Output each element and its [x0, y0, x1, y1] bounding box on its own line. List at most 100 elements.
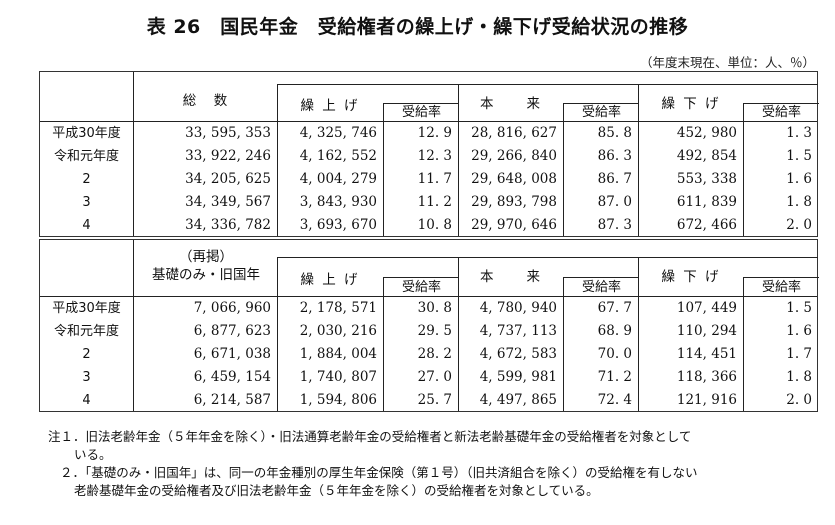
early-rate-value: 11. 7: [417, 171, 452, 187]
early-rate-value: 25. 7: [417, 392, 452, 408]
header-normal: 本 来: [480, 96, 542, 112]
deferred-rate-value: 1. 6: [786, 323, 812, 339]
header-normal-rate: 受給率: [563, 277, 639, 297]
total-value: 33, 922, 246: [185, 148, 271, 164]
footnote-1: 注１．旧法老齢年金（５年年金を除く）・旧法通算老齢年金の受給権者と新法老齢基礎年…: [48, 428, 828, 464]
total-value: 6, 459, 154: [193, 369, 271, 385]
deferred-value: 121, 916: [676, 392, 737, 408]
normal-rate-value: 68. 9: [597, 323, 632, 339]
early-value: 4, 325, 746: [299, 125, 377, 141]
deferred-value: 110, 294: [676, 323, 737, 339]
year-label: 平成30年度: [52, 126, 121, 141]
table-row: 平成30年度 7, 066, 960 2, 178, 571 30. 8 4, …: [40, 297, 817, 320]
header-deferred-rate: 受給率: [743, 277, 819, 297]
early-value: 1, 594, 806: [299, 392, 377, 408]
deferred-rate-value: 1. 5: [786, 148, 812, 164]
table-row: 令和元年度 6, 877, 623 2, 030, 216 29. 5 4, 7…: [40, 320, 817, 343]
early-rate-value: 30. 8: [417, 300, 452, 316]
year-label: 2: [82, 172, 91, 187]
normal-rate-value: 87. 0: [597, 194, 632, 210]
normal-value: 4, 497, 865: [479, 392, 557, 408]
early-value: 3, 843, 930: [299, 194, 377, 210]
header-total-line2: 基礎のみ・旧国年: [152, 267, 260, 283]
normal-value: 4, 737, 113: [479, 323, 557, 339]
normal-rate-value: 67. 7: [597, 300, 632, 316]
deferred-value: 452, 980: [676, 125, 737, 141]
year-label: 4: [82, 218, 91, 233]
normal-rate-value: 86. 3: [597, 148, 632, 164]
deferred-rate-value: 2. 0: [786, 217, 812, 233]
header-total: 総 数: [182, 93, 230, 109]
early-value: 3, 693, 670: [299, 217, 377, 233]
table-row: 4 6, 214, 587 1, 594, 806 25. 7 4, 497, …: [40, 389, 817, 412]
early-rate-value: 27. 0: [417, 369, 452, 385]
page-title: 表 26 国民年金 受給権者の繰上げ・繰下げ受給状況の推移: [146, 16, 689, 38]
normal-rate-value: 85. 8: [597, 125, 632, 141]
table-row: 3 6, 459, 154 1, 740, 807 27. 0 4, 599, …: [40, 366, 817, 389]
early-rate-value: 11. 2: [417, 194, 452, 210]
deferred-value: 114, 451: [676, 346, 737, 362]
footnote-2: ２．「基礎のみ・旧国年」は、同一の年金種別の厚生年金保険（第１号）（旧共済組合を…: [48, 464, 828, 500]
deferred-rate-value: 1. 8: [786, 369, 812, 385]
table-row: 3 34, 349, 567 3, 843, 930 11. 2 29, 893…: [40, 191, 817, 214]
normal-rate-value: 71. 2: [597, 369, 632, 385]
deferred-value: 672, 466: [676, 217, 737, 233]
table-row: 4 34, 336, 782 3, 693, 670 10. 8 29, 970…: [40, 214, 817, 237]
total-value: 33, 595, 353: [185, 125, 271, 141]
header-early: 繰 上 げ: [300, 272, 360, 288]
table-header: 総 数 繰 上 げ 受給率 本 来 受給率 繰 下 げ 受給率: [40, 72, 819, 122]
table-row: 平成30年度 33, 595, 353 4, 325, 746 12. 9 28…: [40, 122, 817, 145]
header-total-line1: （再掲）: [179, 249, 233, 265]
footnote-2-line1: ２．「基礎のみ・旧国年」は、同一の年金種別の厚生年金保険（第１号）（旧共済組合を…: [60, 465, 698, 480]
table-header: （再掲） 基礎のみ・旧国年 繰 上 げ 受給率 本 来 受給率 繰 下 げ 受給…: [40, 240, 819, 297]
header-early-rate: 受給率: [383, 103, 459, 122]
early-value: 2, 030, 216: [299, 323, 377, 339]
total-value: 34, 336, 782: [185, 217, 271, 233]
normal-value: 4, 672, 583: [479, 346, 557, 362]
normal-rate-value: 72. 4: [597, 392, 632, 408]
deferred-rate-value: 1. 6: [786, 171, 812, 187]
early-rate-value: 10. 8: [417, 217, 452, 233]
total-value: 34, 349, 567: [185, 194, 271, 210]
early-value: 4, 004, 279: [299, 171, 377, 187]
normal-rate-value: 86. 7: [597, 171, 632, 187]
deferred-value: 611, 839: [676, 194, 737, 210]
normal-value: 28, 816, 627: [471, 125, 557, 141]
early-rate-value: 12. 9: [417, 125, 452, 141]
table-row: 2 6, 671, 038 1, 884, 004 28. 2 4, 672, …: [40, 343, 817, 366]
normal-value: 29, 266, 840: [471, 148, 557, 164]
normal-rate-value: 70. 0: [597, 346, 632, 362]
early-value: 1, 884, 004: [299, 346, 377, 362]
footnote-1-line1: 注１．旧法老齢年金（５年年金を除く）・旧法通算老齢年金の受給権者と新法老齢基礎年…: [48, 429, 692, 444]
normal-value: 4, 599, 981: [479, 369, 557, 385]
year-label: 4: [82, 393, 91, 408]
early-value: 1, 740, 807: [299, 369, 377, 385]
normal-value: 29, 648, 008: [471, 171, 557, 187]
deferred-rate-value: 2. 0: [786, 392, 812, 408]
early-value: 2, 178, 571: [299, 300, 377, 316]
table-main: 総 数 繰 上 げ 受給率 本 来 受給率 繰 下 げ 受給率 平成30年度 3…: [39, 71, 819, 237]
header-normal-rate: 受給率: [563, 103, 639, 122]
total-value: 6, 877, 623: [193, 323, 271, 339]
year-label: 令和元年度: [53, 149, 119, 164]
header-early-rate: 受給率: [383, 277, 459, 297]
footnotes: 注１．旧法老齢年金（５年年金を除く）・旧法通算老齢年金の受給権者と新法老齢基礎年…: [48, 428, 828, 500]
total-value: 34, 205, 625: [185, 171, 271, 187]
year-label: 平成30年度: [52, 301, 121, 316]
footnote-1-line2: いる。: [74, 447, 112, 462]
deferred-value: 118, 366: [676, 369, 737, 385]
deferred-value: 553, 338: [676, 171, 737, 187]
normal-rate-value: 87. 3: [597, 217, 632, 233]
deferred-value: 492, 854: [676, 148, 737, 164]
early-rate-value: 29. 5: [417, 323, 452, 339]
normal-value: 29, 970, 646: [471, 217, 557, 233]
table-row: 2 34, 205, 625 4, 004, 279 11. 7 29, 648…: [40, 168, 817, 191]
normal-value: 4, 780, 940: [479, 300, 557, 316]
total-value: 7, 066, 960: [193, 300, 271, 316]
early-rate-value: 12. 3: [417, 148, 452, 164]
early-value: 4, 162, 552: [299, 148, 377, 164]
header-early: 繰 上 げ: [300, 98, 360, 114]
total-value: 6, 214, 587: [193, 392, 271, 408]
year-label: 3: [82, 370, 91, 385]
deferred-rate-value: 1. 3: [786, 125, 812, 141]
